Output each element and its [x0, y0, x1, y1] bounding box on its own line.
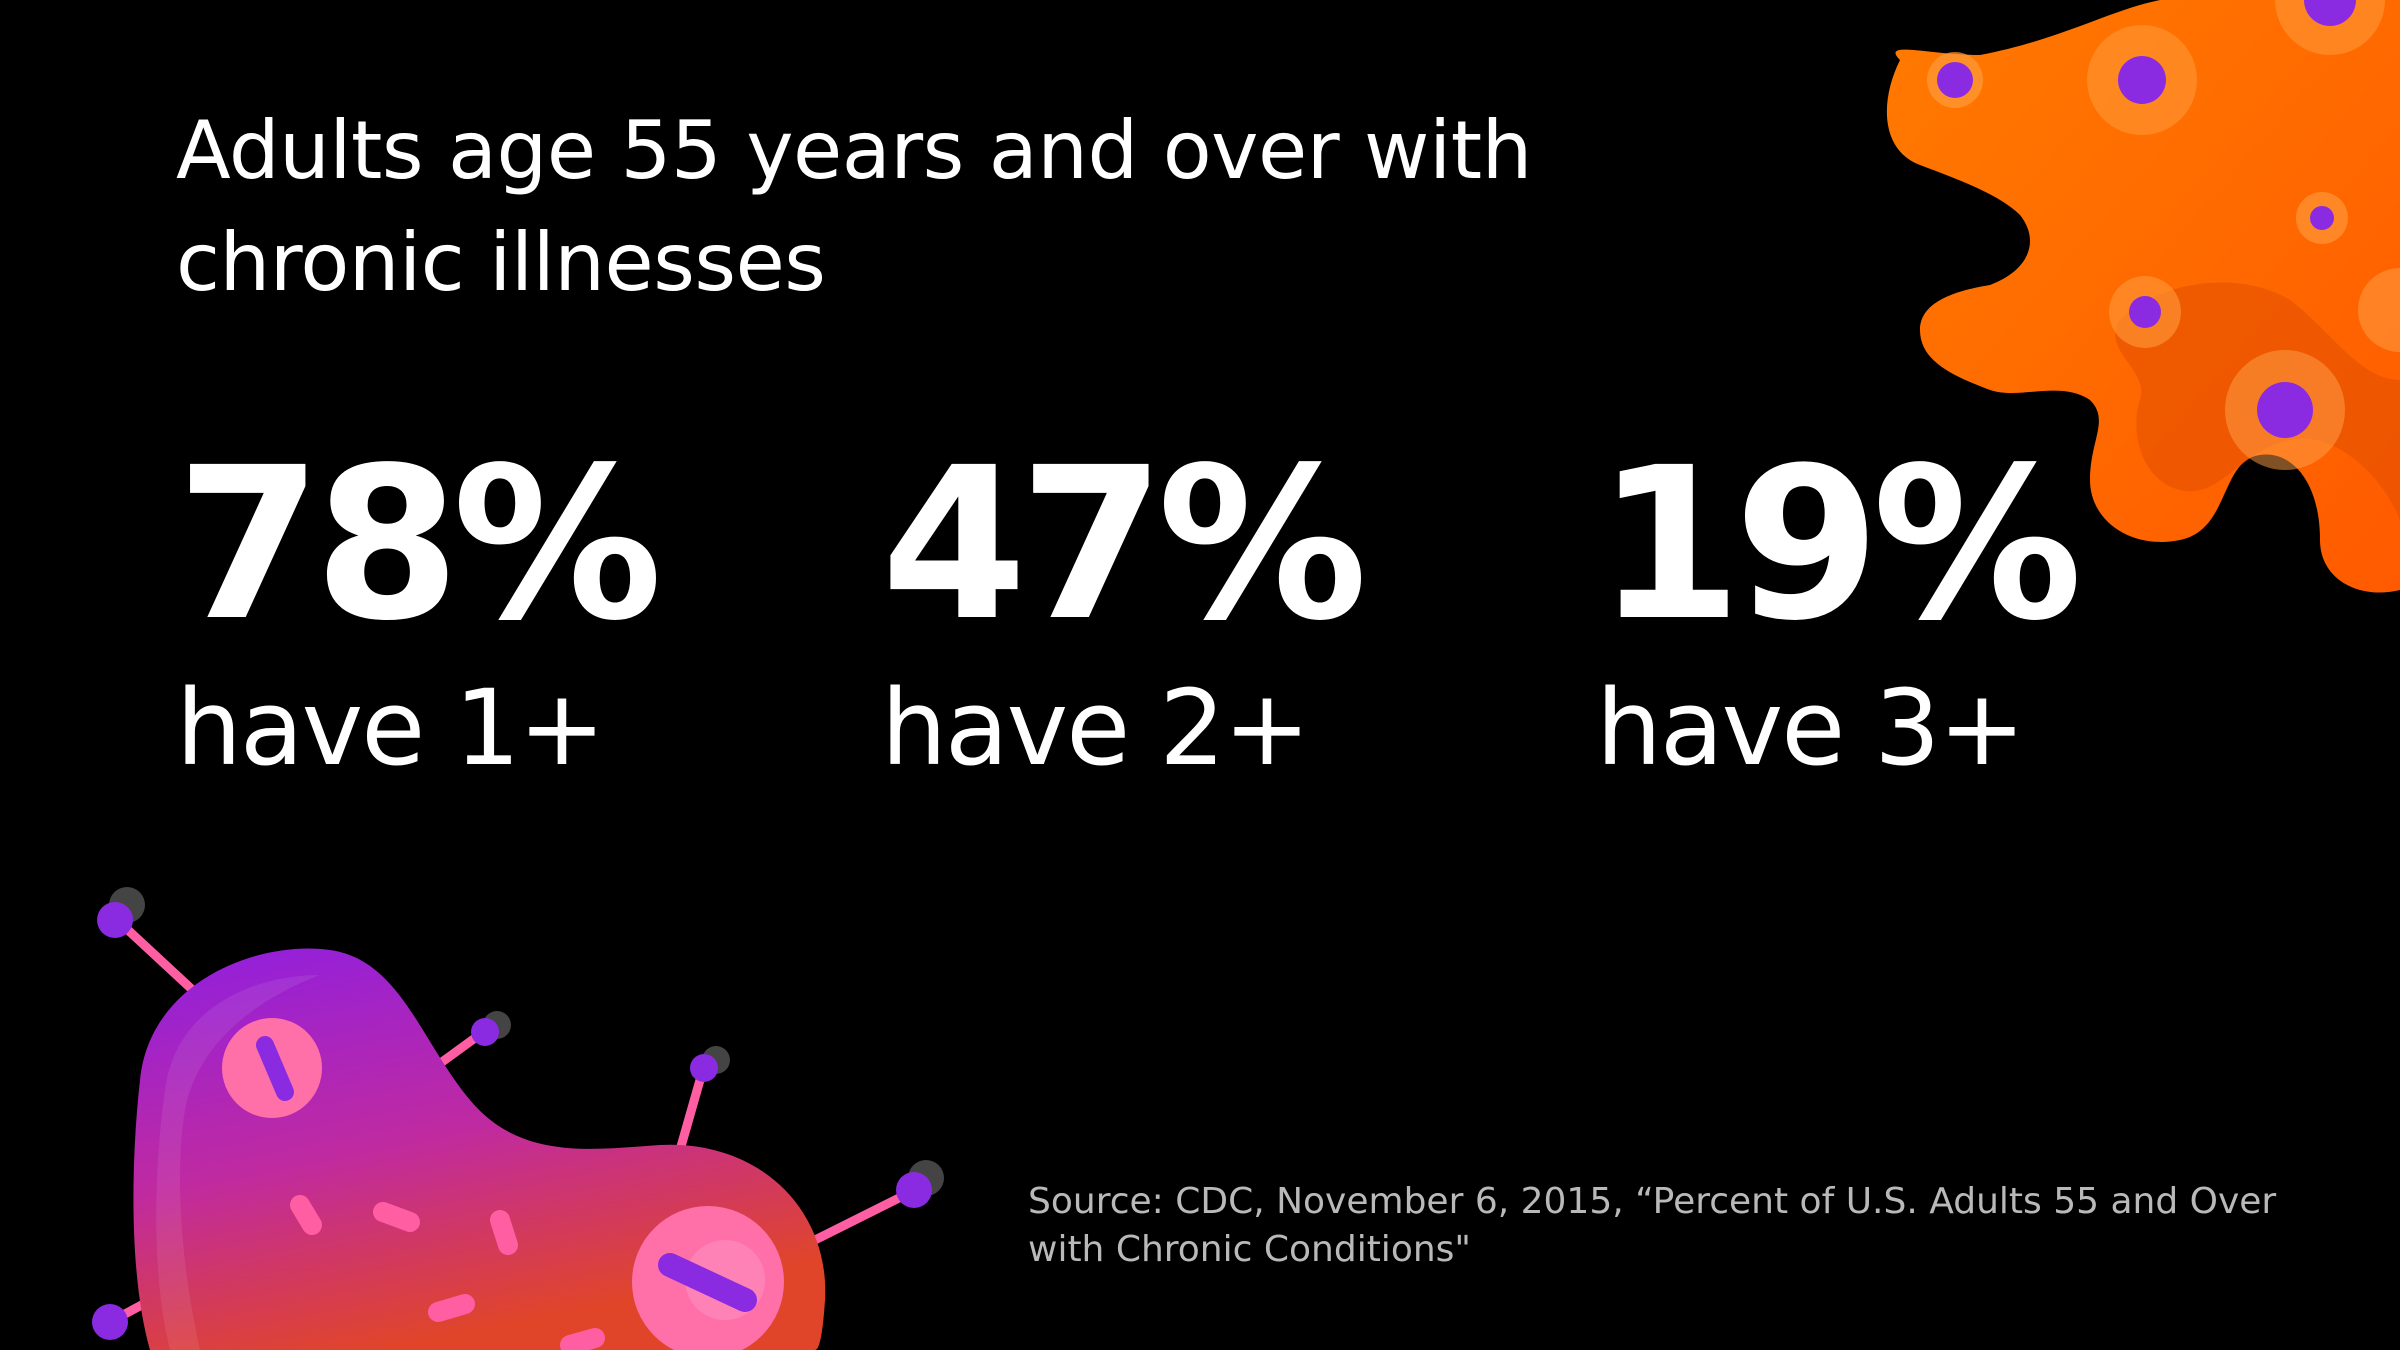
stat-caption: have 2+ — [881, 667, 1311, 789]
bacteria-illustration — [92, 887, 944, 1350]
stat-value: 78% — [176, 422, 663, 667]
slide-title: Adults age 55 years and over with chroni… — [176, 104, 1532, 309]
stat-two-plus: 47% have 2+ — [881, 422, 1521, 789]
stat-caption: have 3+ — [1596, 667, 2026, 789]
stat-value: 19% — [1596, 422, 2083, 667]
source-citation: Source: CDC, November 6, 2015, “Percent … — [1028, 1181, 2277, 1270]
orange-virus-illustration — [1886, 0, 2400, 593]
stat-one-plus: 78% have 1+ — [176, 422, 816, 789]
stat-caption: have 1+ — [176, 667, 606, 789]
stat-value: 47% — [881, 422, 1368, 667]
stat-three-plus: 19% have 3+ — [1596, 422, 2236, 789]
